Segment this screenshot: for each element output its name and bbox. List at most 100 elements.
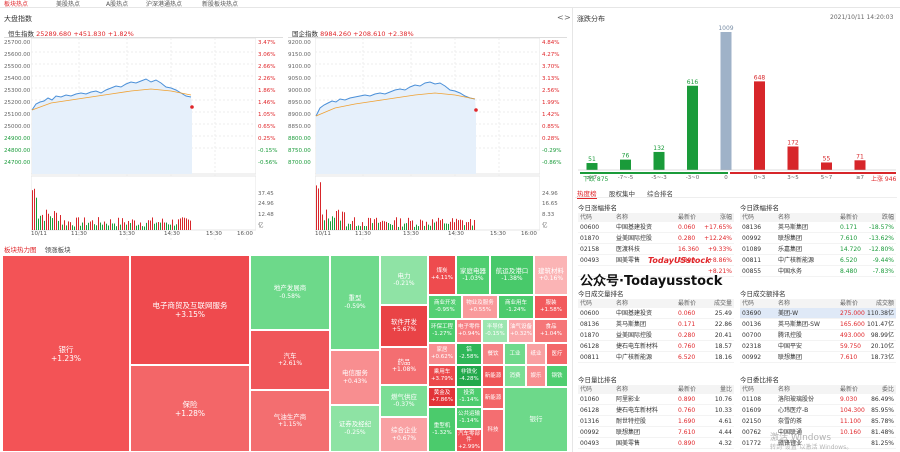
sector-cell[interactable]: 钢铁: [546, 365, 568, 387]
sector-cell[interactable]: 铝 -2.58%: [456, 343, 482, 365]
sector-name: 建筑材料: [538, 266, 564, 275]
table-row[interactable]: 00700 腾讯控股 493.000 98.99亿: [740, 330, 896, 341]
tab-us-hot[interactable]: 美股热点: [56, 1, 81, 8]
sector-cell[interactable]: 证券及经纪 -0.25%: [330, 405, 380, 452]
table-row[interactable]: 00493 国美零售 0.890 4.32: [578, 438, 734, 449]
sector-cell[interactable]: 商业用车 -1.24%: [498, 295, 534, 319]
table-row[interactable]: 00493 国美零售 0.890 +8.86%: [578, 255, 734, 266]
sector-cell[interactable]: 环保工程 -1.27%: [428, 319, 456, 343]
sector-cell[interactable]: 煤炭 +4.11%: [428, 255, 456, 295]
sector-cell[interactable]: 餐饮: [482, 343, 504, 365]
sector-change: +5.67%: [391, 326, 417, 334]
sector-cell[interactable]: 科技: [482, 409, 504, 452]
losers-table: 今日跌幅排名 代码 名称 最新价 跌幅 08136 英马斯集团 0.171 -18.5…: [740, 203, 896, 277]
sector-cell[interactable]: 新能源: [482, 387, 504, 409]
sector-cell[interactable]: 电子商贸及互联网服务 +3.15%: [130, 255, 250, 365]
volume-bar: [398, 226, 399, 230]
sector-cell[interactable]: 地产发展商 -0.58%: [250, 255, 330, 330]
table-row[interactable]: 02158 医渡科技 16.360 +9.33%: [578, 244, 734, 255]
sector-cell[interactable]: 物业及服务 +0.55%: [462, 295, 498, 319]
sector-cell[interactable]: 保险 +1.28%: [130, 365, 250, 452]
sector-cell[interactable]: 电信服务 +0.43%: [330, 350, 380, 405]
table-row[interactable]: 00855 中国水务 8.480 -7.83%: [740, 266, 896, 277]
next-arrow-icon[interactable]: >: [564, 13, 571, 22]
sector-cell[interactable]: 汽车零部件 +2.99%: [456, 429, 482, 452]
cell-code: 01108: [742, 396, 762, 403]
sector-cell[interactable]: 汽车 +2.61%: [250, 330, 330, 390]
sector-cell[interactable]: 综合企业 +0.67%: [380, 417, 428, 452]
table-row[interactable]: 01089 乐嘉集团 14.720 -12.80%: [740, 244, 896, 255]
table-row[interactable]: 08136 英马斯集团 0.171 22.86: [578, 319, 734, 330]
table-row[interactable]: 00811 中广核新能源 6.520 -9.44%: [740, 255, 896, 266]
cell-price: 0.760: [678, 343, 696, 350]
table-row[interactable]: 01870 益美国际控股 0.280 20.41: [578, 330, 734, 341]
table-row[interactable]: 03690 美团-W 275.000 110.38亿: [740, 308, 896, 319]
table-row[interactable]: 00762 中国联通 10.160 81.48%: [740, 427, 896, 438]
sector-cell[interactable]: 新能源: [482, 365, 504, 387]
table-row[interactable]: 02318 中国平安 59.750 20.10亿: [740, 341, 896, 352]
tab-new-stock-hot[interactable]: 新股板块热点: [202, 1, 239, 8]
table-row[interactable]: 02150 奈雪的茶 11.100 85.78%: [740, 416, 896, 427]
sector-cell[interactable]: 非铁化 -4.28%: [456, 365, 482, 387]
prev-arrow-icon[interactable]: <: [557, 13, 564, 22]
tab-hot[interactable]: 热度榜: [577, 190, 597, 199]
cell-metric: 10.33: [714, 407, 732, 414]
volume-bar: [156, 222, 157, 230]
table-row[interactable]: 00992 联想集团 7.610 4.44: [578, 427, 734, 438]
sector-cell[interactable]: 公共运输 -1.14%: [456, 407, 482, 429]
sector-cell[interactable]: 银行 +1.23%: [2, 255, 130, 452]
sector-cell[interactable]: 乘用车 +3.79%: [428, 365, 456, 387]
table-row[interactable]: 00811 中广核新能源 6.520 18.16: [578, 352, 734, 363]
tab-sector-hot[interactable]: 板块热点: [4, 1, 29, 8]
table-row[interactable]: 06128 捷石电车新材料 0.760 18.57: [578, 341, 734, 352]
tab-connect-hot[interactable]: 沪深港通热点: [146, 1, 183, 8]
tab-leading-sectors[interactable]: 领涨板块: [44, 246, 71, 254]
tab-composite-ranking[interactable]: 综合排名: [647, 190, 673, 198]
sector-cell[interactable]: 家庭电器 -1.03%: [456, 255, 490, 295]
sector-cell[interactable]: 半导体 -0.15%: [482, 319, 508, 343]
table-row[interactable]: 00600 中国基建投资 0.060 25.49: [578, 308, 734, 319]
sector-cell[interactable]: 投资 -1.14%: [456, 387, 482, 407]
table-row[interactable]: 06128 捷石电车新材料 0.760 10.33: [578, 405, 734, 416]
sector-cell[interactable]: 航运及港口 -1.38%: [490, 255, 534, 295]
table-row[interactable]: 00992 联想集团 7.610 -13.62%: [740, 233, 896, 244]
sector-cell[interactable]: 重型 -0.59%: [330, 255, 380, 350]
table-row[interactable]: 00600 中国基建投资 0.060 +17.65%: [578, 222, 734, 233]
sector-cell[interactable]: 重型机 -1.32%: [428, 407, 456, 452]
sector-cell[interactable]: 娱乐: [526, 365, 546, 387]
cell-metric: 10.76: [714, 396, 732, 403]
sector-cell[interactable]: 纸业: [526, 343, 546, 365]
sector-cell[interactable]: 建筑材料 +0.16%: [534, 255, 568, 295]
sector-cell[interactable]: 商业开发 -0.95%: [428, 295, 462, 319]
sector-cell[interactable]: 黄金及 +7.86%: [428, 387, 456, 407]
sector-cell[interactable]: 食品 +1.04%: [534, 319, 568, 343]
tab-sector-heatmap[interactable]: 板块热力图: [4, 246, 37, 254]
col-price: 最新价: [840, 386, 859, 393]
sector-cell[interactable]: 电力 -0.21%: [380, 255, 428, 305]
sector-cell[interactable]: 软件开发 +5.67%: [380, 305, 428, 347]
table-row[interactable]: 01316 耐世特控股 1.690 4.61: [578, 416, 734, 427]
table-row[interactable]: 01609 心玮医疗-B 104.300 85.95%: [740, 405, 896, 416]
sector-cell[interactable]: 油气设备 +0.32%: [508, 319, 534, 343]
table-row[interactable]: 01108 洛阳玻璃股份 9.030 86.49%: [740, 394, 896, 405]
sector-cell[interactable]: 银行: [504, 387, 568, 452]
table-row[interactable]: 01772 赣锋锂业 81.25%: [740, 438, 896, 449]
table-row[interactable]: +8.21%: [578, 266, 734, 277]
table-row[interactable]: 00136 英马斯集团-SW 165.600 101.47亿: [740, 319, 896, 330]
sector-cell[interactable]: 气油生产商 +1.15%: [250, 390, 330, 452]
sector-cell[interactable]: 服装 +1.58%: [534, 295, 568, 319]
sector-cell[interactable]: 电子零件 +0.94%: [456, 319, 482, 343]
sector-cell[interactable]: 工业: [504, 343, 526, 365]
sector-cell[interactable]: 药品 +1.08%: [380, 347, 428, 385]
col-name: 名称: [616, 300, 629, 307]
table-row[interactable]: 01870 益美国际控股 0.280 +12.24%: [578, 233, 734, 244]
sector-cell[interactable]: 医疗: [546, 343, 568, 365]
sector-cell[interactable]: 燃气供应 -0.37%: [380, 385, 428, 417]
sector-cell[interactable]: 消费: [504, 365, 526, 387]
sector-cell[interactable]: 家居 +0.62%: [428, 343, 456, 365]
tab-equity-concentration[interactable]: 股权集中: [609, 190, 635, 198]
table-row[interactable]: 01060 阿里影业 0.890 10.76: [578, 394, 734, 405]
table-row[interactable]: 00992 联想集团 7.610 18.73亿: [740, 352, 896, 363]
table-row[interactable]: 08136 英马斯集团 0.171 -18.57%: [740, 222, 896, 233]
tab-a-share-hot[interactable]: A股热点: [106, 1, 129, 8]
